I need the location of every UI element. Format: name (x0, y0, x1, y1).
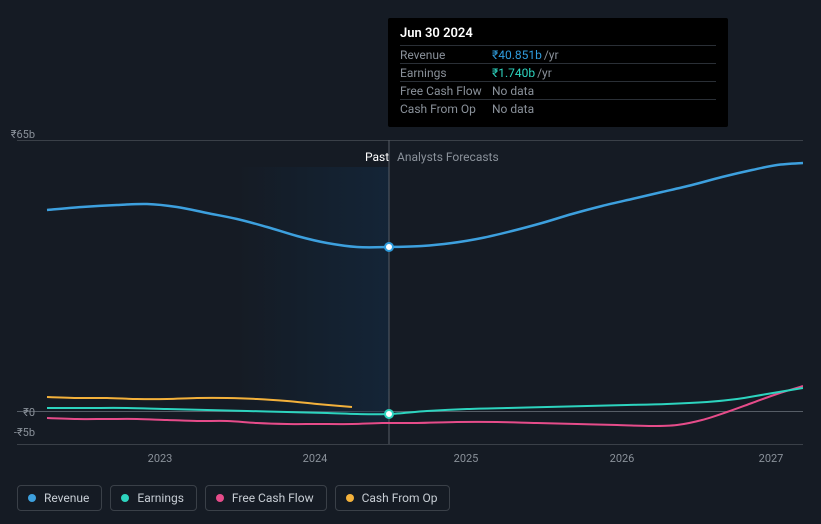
tooltip-date: Jun 30 2024 (400, 26, 716, 41)
x-axis-label: 2025 (454, 452, 479, 465)
x-axis-label: 2023 (148, 452, 173, 465)
legend-label: Cash From Op (362, 491, 438, 505)
tooltip-metric-label: Revenue (400, 48, 492, 62)
tooltip-metric-value: ₹1.740b (492, 66, 535, 80)
tooltip-suffix: /yr (544, 48, 559, 62)
legend-dot-icon (121, 494, 129, 502)
legend-label: Free Cash Flow (232, 491, 314, 505)
x-axis-label: 2027 (759, 452, 784, 465)
legend-label: Revenue (44, 491, 89, 505)
tooltip-row: Earnings₹1.740b /yr (400, 63, 716, 81)
tooltip-metric-label: Cash From Op (400, 102, 492, 116)
tooltip-row: Revenue₹40.851b /yr (400, 45, 716, 63)
y-axis-label: ₹0 (5, 406, 35, 419)
tooltip-metric-label: Earnings (400, 66, 492, 80)
y-axis-label: -₹5b (5, 426, 35, 439)
legend-dot-icon (28, 494, 36, 502)
legend: Revenue Earnings Free Cash Flow Cash From O… (17, 485, 450, 511)
legend-item[interactable]: Revenue (17, 485, 102, 511)
tooltip-metric-value: ₹40.851b (492, 48, 542, 62)
tooltip-metric-value: No data (492, 84, 534, 98)
tooltip-metric-label: Free Cash Flow (400, 84, 492, 98)
legend-label: Earnings (137, 491, 184, 505)
hover-tooltip: Jun 30 2024 Revenue₹40.851b /yrEarnings₹… (388, 18, 728, 127)
revenue-marker (384, 242, 394, 252)
y-axis-label: ₹65b (5, 128, 35, 141)
tooltip-row: Free Cash FlowNo data (400, 81, 716, 99)
legend-dot-icon (346, 494, 354, 502)
x-axis-label: 2024 (303, 452, 328, 465)
earnings-marker (384, 409, 394, 419)
x-axis-label: 2026 (610, 452, 635, 465)
legend-item[interactable]: Cash From Op (335, 485, 451, 511)
legend-dot-icon (216, 494, 224, 502)
legend-item[interactable]: Free Cash Flow (205, 485, 327, 511)
tooltip-metric-value: No data (492, 102, 534, 116)
tooltip-row: Cash From OpNo data (400, 99, 716, 117)
legend-item[interactable]: Earnings (110, 485, 197, 511)
tooltip-suffix: /yr (537, 66, 552, 80)
